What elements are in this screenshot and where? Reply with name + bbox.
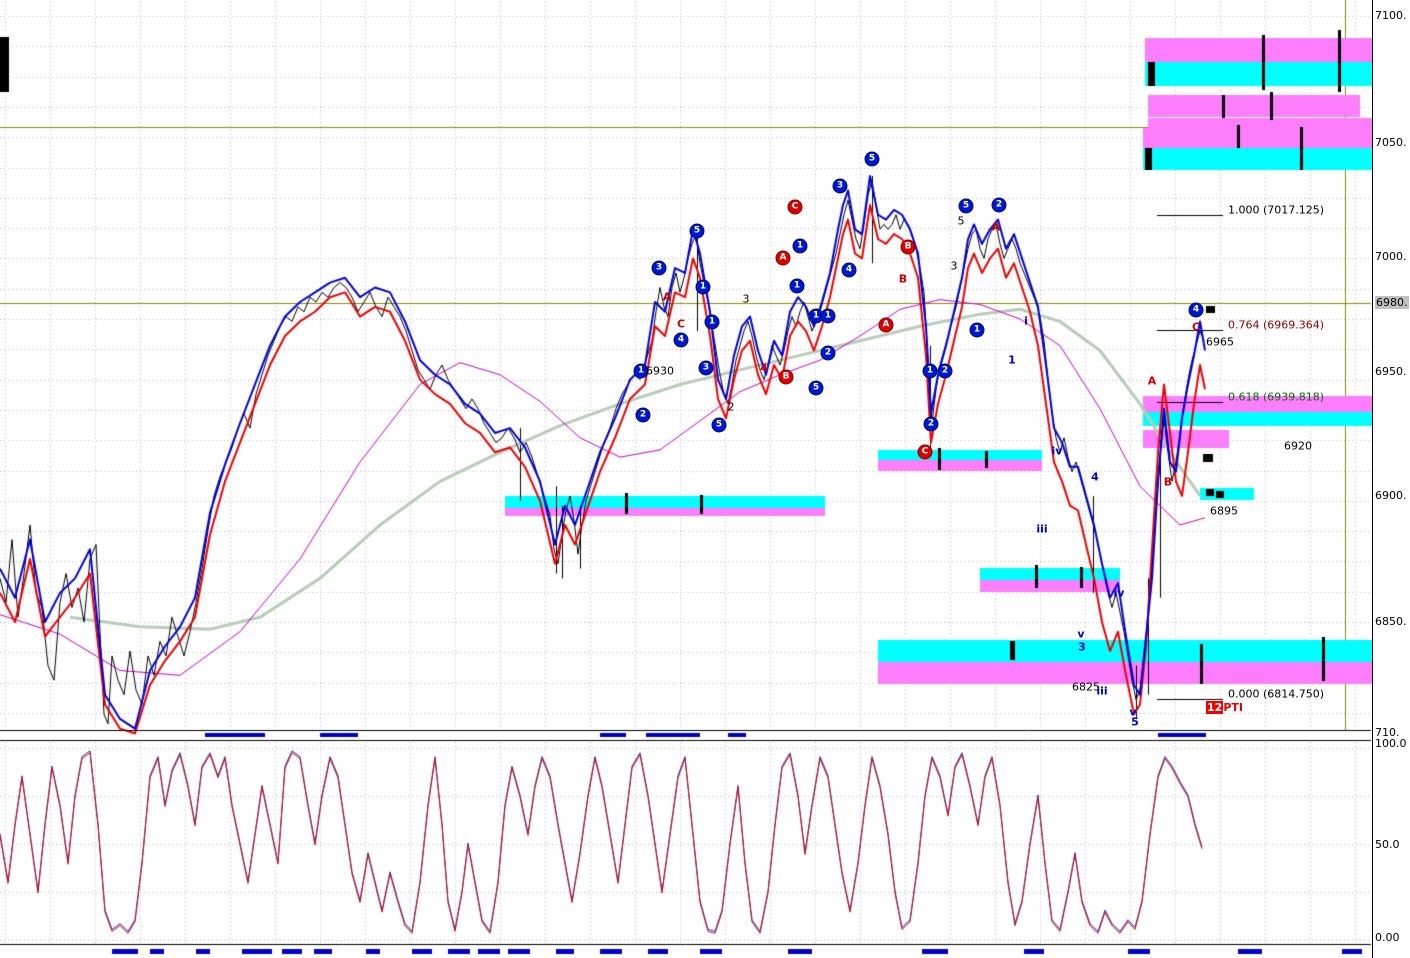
price-axis-label: 6900. [1375,489,1407,502]
price-axis-label: 7000. [1375,250,1407,263]
price-axis-label: 7050. [1375,136,1407,149]
pti-label: PTI [1223,701,1243,714]
chart-canvas[interactable] [0,0,1372,958]
pti-indicator: 12PTI [1206,701,1243,714]
price-axis-label: 6950. [1375,365,1407,378]
oscillator-axis-label: 0.00 [1375,931,1400,944]
oscillator-axis-label: 50.0 [1375,838,1400,851]
price-axis-label-highlight: 6980. [1375,296,1409,309]
price-axis-label: 6850. [1375,615,1407,628]
oscillator-axis-label: 100.0 [1375,737,1407,750]
price-axis-label: 710. [1375,726,1400,739]
price-axis[interactable]: 7100. 7050. 7000. 6980. 6950. 6900. 6850… [1372,0,1410,958]
price-axis-label: 7100. [1375,9,1407,22]
pti-value: 12 [1206,701,1224,714]
